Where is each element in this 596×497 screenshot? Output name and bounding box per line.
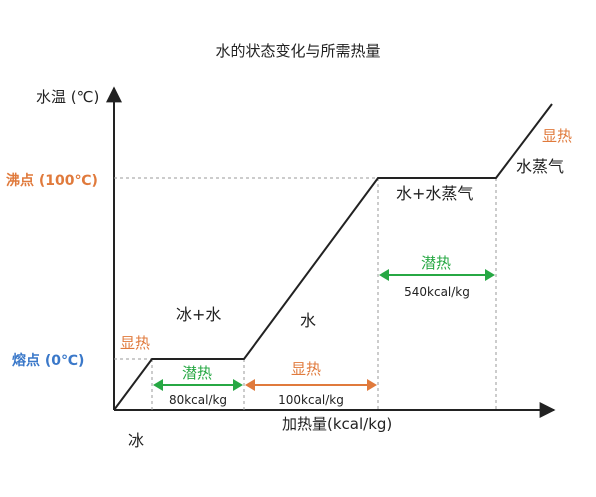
heat-amount-melting: 80kcal/kg	[169, 393, 227, 407]
latent-boiling-arrow	[379, 269, 495, 281]
y-tick-melting-point: 熔点 (0℃)	[12, 352, 84, 369]
phase-label-sensible-water: 显热	[291, 360, 321, 378]
heating-curve	[113, 103, 553, 411]
region-label-water-steam: 水+水蒸气	[396, 184, 473, 203]
phase-label-sensible-ice: 显热	[120, 334, 150, 352]
x-axis-label: 加热量(kcal/kg)	[282, 415, 392, 433]
y-axis-label: 水温 (℃)	[36, 88, 99, 106]
region-label-steam: 水蒸气	[516, 157, 564, 176]
y-tick-boiling-point: 沸点 (100℃)	[6, 172, 98, 189]
region-label-ice-water: 冰+水	[176, 305, 221, 324]
phase-label-latent-melting: 潜热	[182, 364, 212, 382]
phase-label-latent-boiling: 潜热	[421, 254, 451, 272]
heat-amount-boiling: 540kcal/kg	[404, 285, 470, 299]
sensible-water-arrow	[245, 379, 377, 391]
region-label-ice: 冰	[128, 431, 144, 450]
phase-label-sensible-steam: 显热	[542, 127, 572, 145]
region-label-water: 水	[300, 311, 316, 330]
latent-melting-arrow	[153, 379, 243, 391]
chart-title: 水的状态变化与所需热量	[215, 42, 380, 60]
heat-amount-water: 100kcal/kg	[278, 393, 344, 407]
